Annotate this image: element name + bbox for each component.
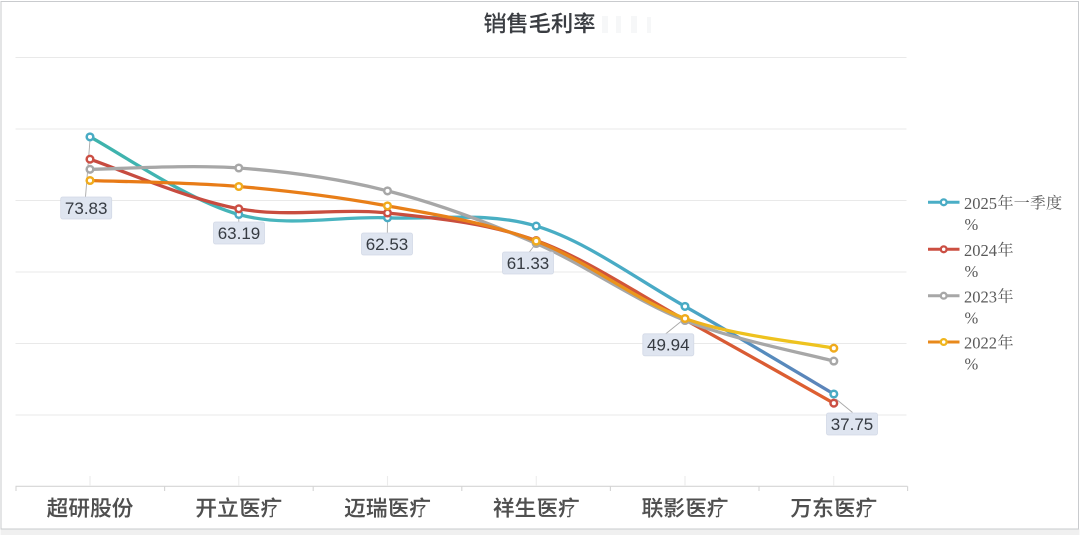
svg-text:61.33: 61.33: [507, 254, 550, 273]
svg-text:%: %: [965, 308, 979, 327]
svg-text:63.19: 63.19: [218, 224, 261, 243]
svg-text:73.83: 73.83: [65, 199, 108, 218]
svg-text:49.94: 49.94: [647, 336, 690, 355]
svg-text:2024: 2024: [964, 241, 997, 260]
svg-text:2025: 2025: [964, 194, 997, 213]
svg-text:37.75: 37.75: [831, 415, 874, 434]
svg-text:2023: 2023: [964, 287, 997, 306]
svg-text:62.53: 62.53: [366, 235, 409, 254]
svg-text:2022: 2022: [964, 334, 997, 353]
svg-text:%: %: [965, 355, 979, 374]
svg-text:%: %: [965, 262, 979, 281]
svg-text:%: %: [965, 215, 979, 234]
